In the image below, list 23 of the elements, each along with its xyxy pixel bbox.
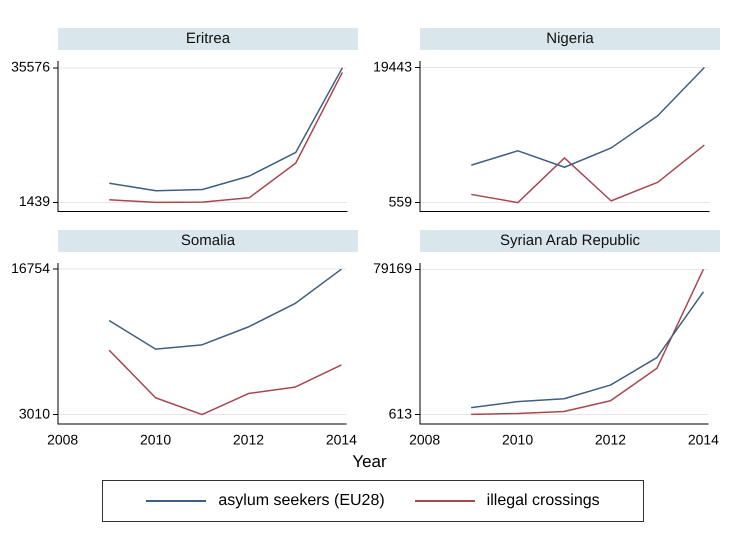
x-tick-label: 2012 bbox=[232, 431, 264, 448]
chart-title: Syrian Arab Republic bbox=[420, 230, 720, 252]
x-tick-label: 2014 bbox=[688, 431, 720, 448]
y-tick-label: 1439 bbox=[18, 193, 50, 210]
x-axis-title: Year bbox=[351, 452, 388, 472]
x-tick-label: 2010 bbox=[502, 431, 534, 448]
chart-title: Somalia bbox=[58, 230, 358, 252]
x-tick-label: 2012 bbox=[594, 431, 626, 448]
x-tick-label: 2008 bbox=[409, 431, 440, 448]
y-tick-label: 613 bbox=[388, 405, 412, 422]
y-tick-label: 19443 bbox=[373, 58, 412, 74]
y-tick-label: 35576 bbox=[11, 58, 50, 75]
x-tick-label: 2010 bbox=[140, 431, 172, 448]
legend-label: illegal crossings bbox=[486, 492, 600, 510]
legend-label: asylum seekers (EU28) bbox=[217, 492, 385, 510]
y-tick-label: 3010 bbox=[18, 405, 50, 422]
y-tick-label: 79169 bbox=[373, 260, 412, 276]
x-tick-label: 2014 bbox=[326, 431, 358, 448]
x-tick-label: 2008 bbox=[47, 431, 78, 448]
chart-title: Nigeria bbox=[420, 28, 720, 50]
chart-title: Eritrea bbox=[58, 28, 358, 50]
y-tick-label: 16754 bbox=[11, 260, 50, 276]
y-tick-label: 559 bbox=[388, 193, 412, 210]
